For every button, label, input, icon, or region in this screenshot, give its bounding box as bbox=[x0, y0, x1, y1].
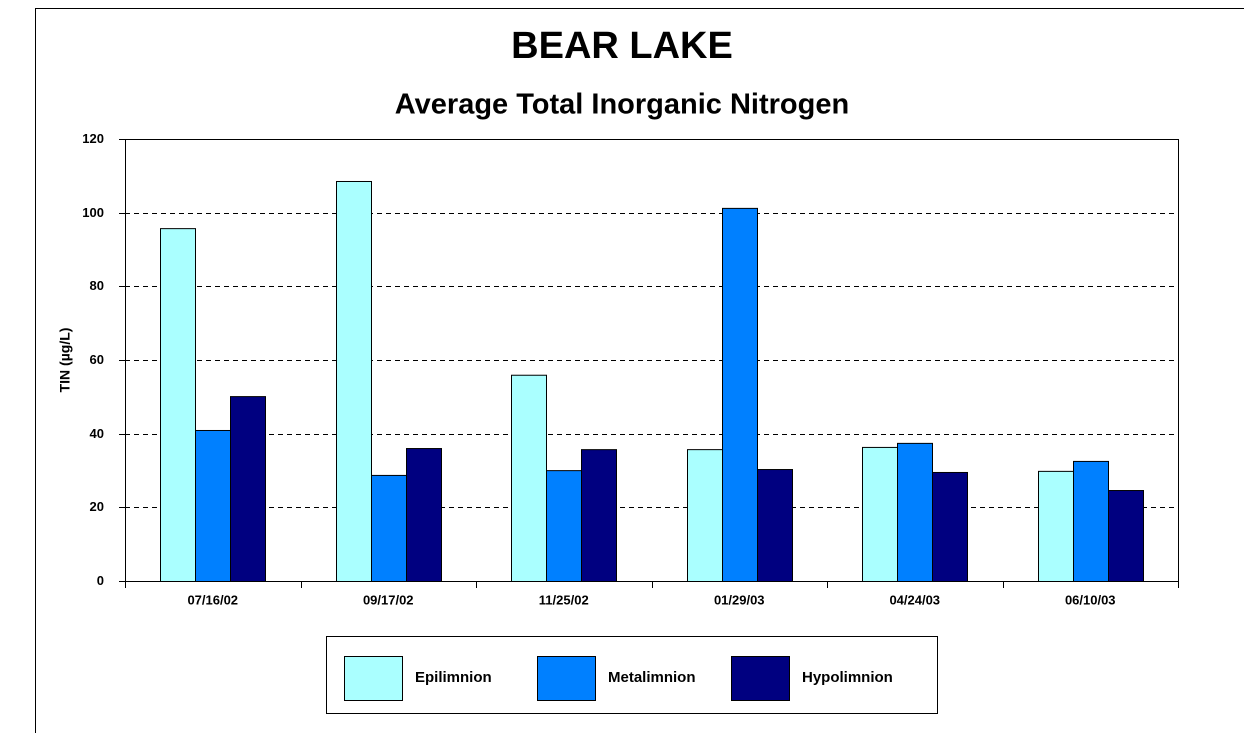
bar bbox=[371, 474, 407, 583]
bar bbox=[1073, 460, 1109, 583]
legend-swatch bbox=[731, 656, 790, 701]
x-tick-label: 06/10/03 bbox=[1065, 592, 1116, 607]
bar bbox=[336, 180, 372, 583]
bar bbox=[511, 374, 547, 582]
y-tick-label: 0 bbox=[97, 573, 104, 588]
y-tick-label: 120 bbox=[82, 131, 104, 146]
legend-label: Epilimnion bbox=[415, 669, 492, 686]
bar bbox=[195, 429, 231, 582]
bar bbox=[546, 470, 582, 582]
x-tick-label: 04/24/03 bbox=[889, 592, 940, 607]
bar bbox=[757, 469, 793, 583]
chart-subtitle: Average Total Inorganic Nitrogen bbox=[395, 89, 849, 121]
y-tick-label: 20 bbox=[90, 499, 104, 514]
legend-swatch bbox=[344, 656, 403, 701]
y-tick-label: 40 bbox=[90, 426, 104, 441]
bar bbox=[722, 207, 758, 582]
legend-label: Metalimnion bbox=[608, 669, 696, 686]
y-tick-label: 60 bbox=[90, 352, 104, 367]
x-tick-label: 11/25/02 bbox=[539, 592, 589, 607]
legend-swatch bbox=[537, 656, 596, 701]
bar bbox=[160, 228, 196, 583]
y-tick-label: 100 bbox=[82, 205, 104, 220]
bar bbox=[581, 449, 617, 582]
x-tick-label: 07/16/02 bbox=[187, 592, 238, 607]
bar bbox=[862, 446, 898, 582]
y-axis-label: TIN (µg/L) bbox=[57, 328, 73, 393]
bar bbox=[230, 396, 266, 583]
bar bbox=[932, 471, 968, 582]
bar bbox=[1108, 490, 1144, 582]
legend-label: Hypolimnion bbox=[802, 669, 893, 686]
bar bbox=[687, 449, 723, 582]
y-tick-label: 80 bbox=[90, 278, 104, 293]
bar bbox=[406, 448, 442, 583]
bar bbox=[897, 442, 933, 582]
x-tick-label: 01/29/03 bbox=[714, 592, 765, 607]
legend bbox=[326, 636, 938, 714]
chart-title: BEAR LAKE bbox=[511, 25, 733, 67]
x-tick-label: 09/17/02 bbox=[363, 592, 414, 607]
bar bbox=[1038, 470, 1074, 583]
